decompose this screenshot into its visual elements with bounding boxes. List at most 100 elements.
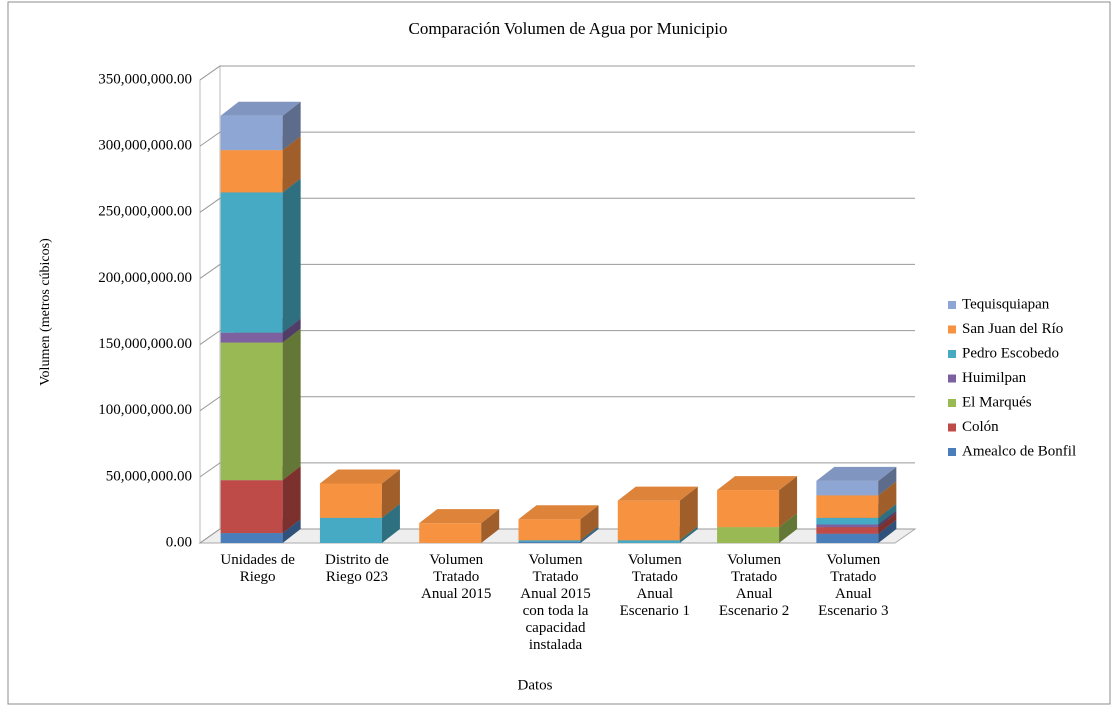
bar-side bbox=[878, 510, 897, 528]
chart-title: Comparación Volumen de Agua por Municipi… bbox=[408, 19, 727, 38]
bar-front bbox=[220, 342, 283, 481]
grid-line bbox=[199, 396, 915, 412]
bar-side bbox=[878, 503, 897, 525]
bar-front bbox=[220, 192, 283, 333]
bar-front bbox=[518, 519, 581, 541]
bar-front bbox=[319, 517, 382, 543]
y-axis-label: Volumen (metros cúbicos) bbox=[38, 238, 53, 386]
bar-top bbox=[717, 476, 798, 491]
x-tick-label: Unidades de Riego bbox=[220, 552, 295, 585]
grid-line bbox=[199, 65, 915, 81]
bar-front bbox=[717, 527, 780, 543]
bar-front bbox=[816, 527, 879, 534]
grid-line bbox=[199, 330, 915, 345]
legend-label: Pedro Escobedo bbox=[962, 345, 1059, 361]
bar-side bbox=[481, 509, 500, 543]
bar-side bbox=[381, 469, 400, 518]
legend-swatch bbox=[948, 399, 956, 407]
legend-label: Amealco de Bonfil bbox=[962, 443, 1076, 459]
bar-front bbox=[816, 480, 879, 496]
bar-front bbox=[816, 517, 879, 525]
legend-swatch bbox=[948, 423, 956, 432]
bar-segment bbox=[617, 486, 698, 541]
bar-front bbox=[319, 483, 382, 518]
legend-label: Tequisquiapan bbox=[962, 296, 1050, 312]
legend-swatch bbox=[948, 448, 956, 456]
bar-segment bbox=[220, 101, 301, 151]
bar-front bbox=[617, 540, 680, 543]
bar-front bbox=[220, 533, 283, 543]
bar-segment bbox=[717, 476, 798, 528]
bar-segment bbox=[816, 466, 897, 496]
legend-label: San Juan del Río bbox=[962, 321, 1063, 337]
bar-side bbox=[679, 526, 698, 543]
bar-top bbox=[220, 101, 301, 116]
legend-swatch bbox=[948, 301, 956, 309]
bar-segment bbox=[220, 328, 301, 481]
bar-side bbox=[580, 505, 599, 541]
bar-segment bbox=[419, 509, 500, 543]
legend-swatch bbox=[948, 374, 956, 383]
bar-side bbox=[282, 318, 301, 343]
bar-side bbox=[878, 513, 897, 534]
back-wall bbox=[199, 65, 221, 544]
bar-side bbox=[779, 476, 798, 528]
bar-side bbox=[282, 466, 301, 534]
x-axis-label: Datos bbox=[518, 677, 553, 693]
x-tick-label: Volumen Tratado Anual Escenario 1 bbox=[620, 552, 690, 619]
legend-label: Huimilpan bbox=[962, 370, 1027, 386]
bar-front bbox=[518, 540, 581, 542]
bar-front bbox=[816, 533, 879, 543]
y-tick-label: 300,000,000.00 bbox=[98, 138, 192, 154]
y-tick-label: 150,000,000.00 bbox=[98, 336, 192, 352]
y-tick-label: 200,000,000.00 bbox=[98, 270, 192, 286]
bar-side bbox=[282, 136, 301, 193]
y-tick-label: 0.00 bbox=[166, 534, 192, 550]
bar-side bbox=[878, 519, 897, 543]
bar-side bbox=[580, 526, 599, 542]
x-tick-label: Distrito de Riego 023 bbox=[325, 552, 389, 585]
bar-front bbox=[419, 523, 482, 543]
bar-segment bbox=[319, 469, 400, 518]
bar-front bbox=[518, 541, 581, 543]
grid-line bbox=[199, 131, 915, 147]
bar-side bbox=[282, 178, 301, 333]
bar-top bbox=[816, 466, 897, 481]
x-tick-label: Volumen Tratado Anual Escenario 2 bbox=[719, 552, 789, 619]
bar-segment bbox=[220, 178, 301, 333]
bar-front bbox=[220, 115, 283, 151]
bar-segment bbox=[518, 505, 599, 541]
legend-swatch bbox=[948, 325, 956, 334]
bar-side bbox=[679, 486, 698, 541]
bar-side bbox=[878, 481, 897, 518]
grid-line bbox=[199, 263, 915, 279]
grid-line bbox=[199, 197, 915, 213]
chart-frame bbox=[7, 1, 1111, 705]
bar-top bbox=[617, 486, 698, 501]
legend-label: El Marqués bbox=[962, 394, 1032, 410]
bar-top bbox=[319, 469, 400, 484]
legend-label: Colón bbox=[962, 419, 999, 435]
bar-side bbox=[878, 466, 897, 496]
bar-top bbox=[419, 509, 500, 524]
bar-front bbox=[220, 150, 283, 193]
bar-front bbox=[816, 495, 879, 518]
bar-side bbox=[282, 328, 301, 481]
x-tick-label: Volumen Tratado Anual 2015 con toda la capac… bbox=[520, 552, 590, 653]
bar-front bbox=[816, 524, 879, 528]
bar-top bbox=[518, 505, 599, 520]
x-tick-label: Volumen Tratado Anual 2015 bbox=[421, 552, 491, 602]
bar-side bbox=[282, 101, 301, 151]
bar-side bbox=[580, 527, 599, 543]
y-tick-label: 50,000,000.00 bbox=[106, 468, 192, 484]
y-tick-label: 350,000,000.00 bbox=[98, 71, 192, 87]
bar-front bbox=[717, 490, 780, 528]
grid-line bbox=[199, 462, 915, 478]
bar-front bbox=[220, 480, 283, 534]
y-tick-label: 100,000,000.00 bbox=[98, 402, 192, 418]
x-tick-label: Volumen Tratado Anual Escenario 3 bbox=[818, 552, 888, 619]
bar-front bbox=[617, 500, 680, 541]
bar-front bbox=[220, 332, 283, 343]
bar-side bbox=[282, 519, 301, 543]
